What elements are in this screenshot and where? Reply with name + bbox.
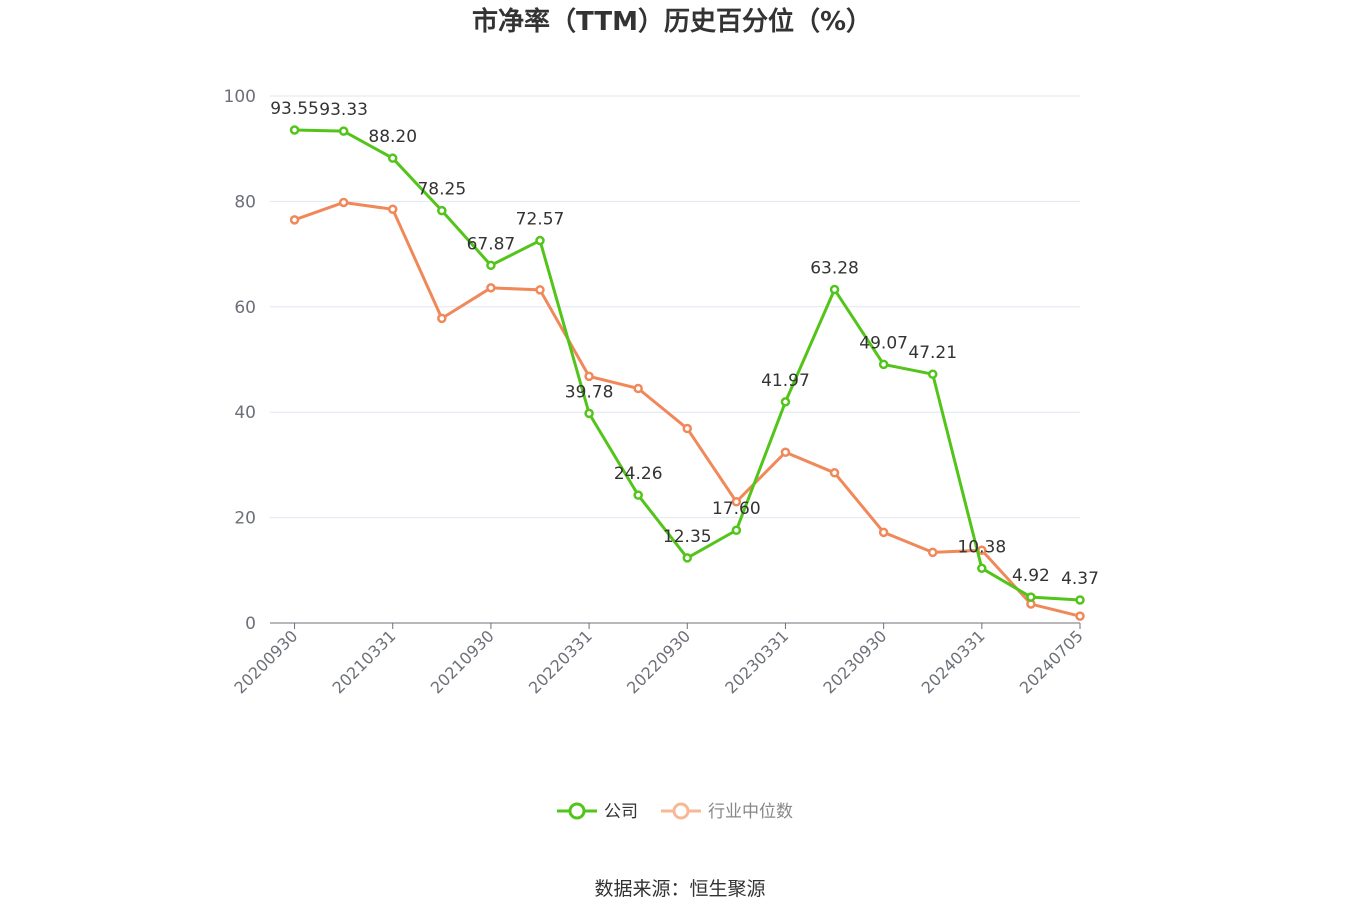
company-data-label: 24.26 — [614, 464, 663, 484]
x-tick-label: 20200930 — [230, 626, 301, 697]
x-tick-label: 20220331 — [525, 626, 596, 697]
industry-median-point — [829, 468, 840, 478]
company-data-label: 4.37 — [1061, 569, 1099, 589]
company-data-label: 78.25 — [417, 180, 466, 200]
chart-title: 市净率（TTM）历史百分位（%） — [472, 6, 872, 37]
company-data-label: 41.97 — [761, 371, 810, 391]
legend-company-label: 公司 — [604, 802, 638, 822]
company-point — [829, 284, 840, 295]
y-tick-label: 20 — [234, 509, 256, 529]
x-tick-label: 20210930 — [427, 626, 498, 697]
company-point — [731, 525, 742, 535]
legend: 公司 行业中位数 — [557, 802, 793, 822]
company-point — [1075, 595, 1085, 605]
industry-median-point — [535, 285, 545, 295]
industry-median-point — [731, 497, 742, 507]
company-data-label: 10.38 — [957, 537, 1006, 557]
company-point — [977, 563, 987, 574]
company-data-label: 49.07 — [859, 333, 908, 353]
company-data-label: 47.21 — [908, 343, 957, 363]
company-point — [584, 408, 594, 419]
company-point — [289, 125, 300, 135]
company-point — [535, 235, 545, 246]
grid-layer — [270, 95, 1080, 519]
company-data-label: 12.35 — [663, 527, 712, 547]
company-data-label: 17.60 — [712, 499, 761, 519]
legend-item-company[interactable]: 公司 — [557, 802, 638, 822]
company-data-label: 93.55 — [270, 99, 319, 119]
y-tick-label: 60 — [234, 298, 256, 318]
y-tick-label: 0 — [245, 614, 256, 634]
x-tick-label: 20230930 — [819, 626, 890, 697]
legend-item-industry-median[interactable]: 行业中位数 — [661, 802, 793, 822]
industry-median-point — [338, 197, 349, 208]
y-tick-label: 40 — [234, 403, 256, 423]
industry-median-point — [584, 371, 594, 382]
company-point — [633, 490, 643, 500]
company-point — [338, 126, 349, 136]
industry-median-point — [878, 527, 889, 538]
x-tick-label: 20210331 — [329, 626, 400, 697]
legend-industry-label: 行业中位数 — [708, 802, 793, 822]
industry-median-point — [437, 313, 447, 324]
company-data-label: 67.87 — [467, 234, 516, 254]
company-data-label: 39.78 — [565, 382, 614, 402]
industry-median-point — [927, 547, 938, 558]
company-point — [1026, 592, 1036, 602]
x-tick-label: 20220930 — [623, 626, 694, 697]
industry-median-point — [633, 383, 643, 394]
series-layer — [289, 125, 1085, 621]
source-note: 数据来源：恒生聚源 — [594, 878, 765, 900]
company-data-label: 4.92 — [1012, 566, 1050, 586]
company-point — [486, 260, 496, 271]
company-data-label: 63.28 — [810, 259, 859, 279]
industry-median-point — [387, 204, 398, 215]
company-point — [387, 153, 398, 163]
company-data-label: 88.20 — [368, 127, 417, 147]
company-point — [437, 205, 447, 216]
industry-median-point — [780, 447, 791, 458]
legend-industry-marker — [672, 802, 690, 820]
x-tick-label: 20240705 — [1016, 626, 1087, 697]
company-data-label: 93.33 — [319, 100, 368, 120]
industry-median-point — [486, 283, 496, 293]
company-point — [682, 553, 693, 563]
x-tick-label: 20230331 — [721, 626, 792, 697]
legend-company-marker — [568, 802, 586, 820]
company-point — [878, 359, 889, 370]
company-point — [780, 397, 791, 407]
company-point — [927, 369, 938, 379]
axis-layer: 0 20 40 60 80 100 20200930 20210331 20210930 2022… — [224, 87, 1087, 697]
industry-median-point — [289, 215, 300, 225]
industry-median-point — [1075, 611, 1085, 621]
industry-median-point — [682, 423, 693, 434]
y-tick-label: 100 — [224, 87, 256, 107]
y-tick-label: 80 — [234, 192, 256, 212]
company-data-label: 72.57 — [516, 210, 565, 230]
x-tick-label: 20240331 — [918, 626, 989, 697]
